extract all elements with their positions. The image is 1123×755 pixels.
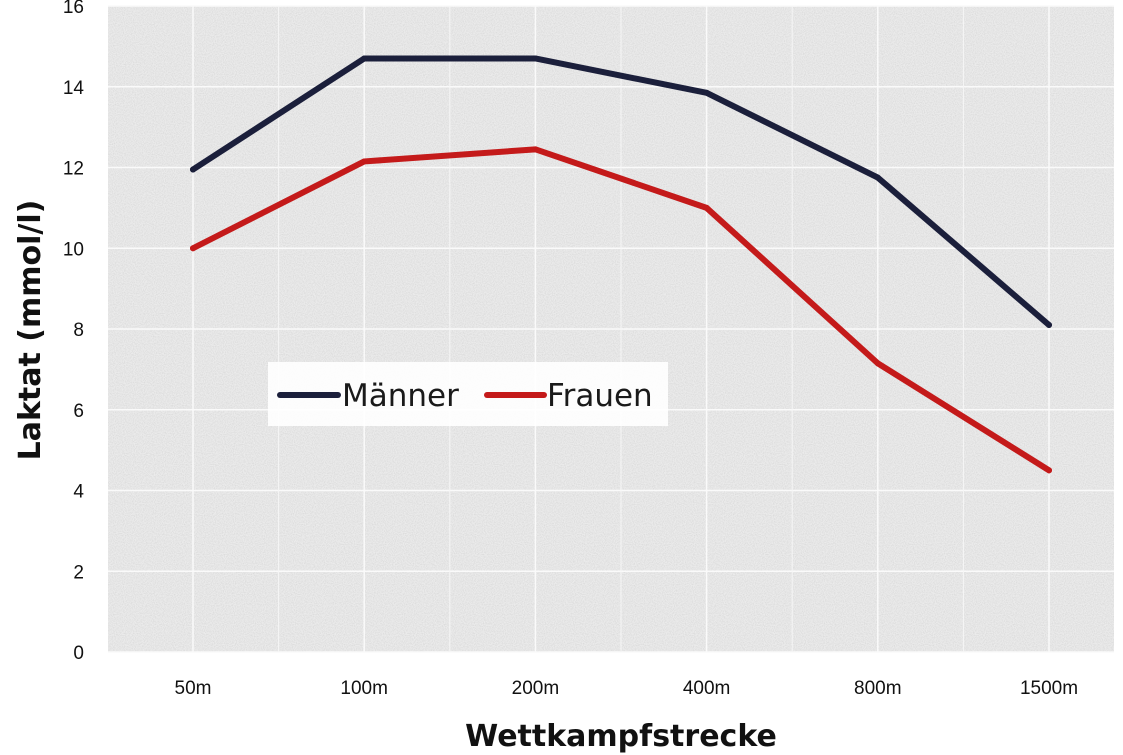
data-point-maenner: [874, 174, 881, 181]
y-tick-labels: 0 2 4 6 8 10 12 14 16: [63, 0, 85, 664]
y-tick-label: 14: [63, 78, 85, 99]
data-point-frauen: [703, 204, 710, 211]
legend-label-maenner: Männer: [342, 378, 459, 414]
data-point-maenner: [1046, 321, 1052, 328]
data-point-maenner: [703, 89, 710, 96]
y-tick-label: 16: [63, 0, 84, 18]
y-tick-label: 8: [73, 320, 84, 341]
data-point-maenner: [361, 55, 368, 62]
y-tick-label: 2: [73, 562, 84, 583]
x-axis-title: Wettkampfstrecke: [465, 719, 777, 754]
data-point-maenner: [532, 55, 539, 62]
x-tick-label: 100m: [340, 678, 388, 699]
series-lines: [190, 55, 1052, 474]
y-tick-label: 6: [73, 401, 84, 422]
data-point-maenner: [190, 166, 196, 173]
legend: Männer Frauen: [268, 362, 668, 426]
legend-label-frauen: Frauen: [547, 378, 653, 414]
x-tick-label: 50m: [175, 678, 212, 699]
y-axis-title: Laktat (mmol/l): [13, 200, 48, 461]
y-tick-label: 12: [63, 159, 84, 180]
x-tick-label: 400m: [683, 678, 731, 699]
data-point-frauen: [532, 146, 539, 153]
y-tick-label: 0: [73, 643, 84, 664]
series-line-frauen: [190, 146, 1052, 474]
data-point-frauen: [190, 245, 196, 252]
data-point-frauen: [361, 158, 368, 165]
data-point-frauen: [1046, 467, 1052, 474]
x-tick-labels: 50m 100m 200m 400m 800m 1500m: [175, 678, 1079, 699]
x-tick-label: 1500m: [1020, 678, 1078, 699]
grid-lines: [108, 5, 1114, 653]
y-tick-label: 10: [63, 239, 84, 260]
series-line-maenner: [190, 55, 1052, 328]
x-tick-label: 200m: [512, 678, 560, 699]
x-tick-label: 800m: [854, 678, 902, 699]
data-point-frauen: [874, 360, 881, 367]
y-tick-label: 4: [73, 482, 84, 503]
